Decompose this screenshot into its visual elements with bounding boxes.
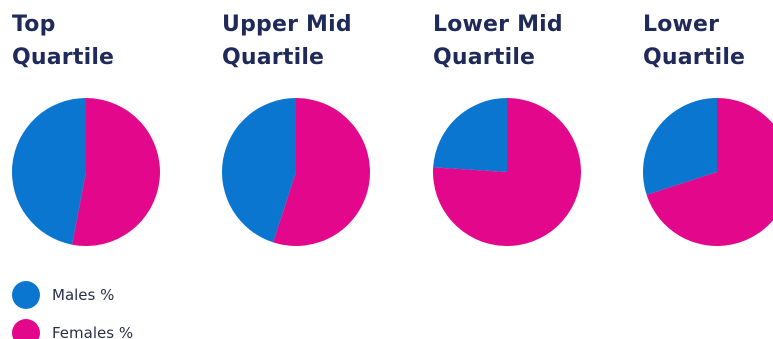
- pie-chart-lower-mid-quartile: [433, 98, 582, 246]
- pie-slice-males: [643, 98, 717, 195]
- chart-legend: Males % Females %: [12, 276, 133, 339]
- chart-lower-mid-quartile: Lower Mid Quartile: [433, 0, 623, 260]
- chart-title-line-2: Quartile: [433, 45, 536, 70]
- chart-top-quartile: Top Quartile: [11, 0, 202, 260]
- pie-slice-males: [433, 98, 507, 172]
- chart-title-line-2: Quartile: [222, 45, 325, 70]
- chart-title: Lower Quartile: [643, 8, 745, 74]
- legend-label-females: Females %: [52, 324, 134, 339]
- chart-title: Lower Mid Quartile: [433, 8, 563, 74]
- chart-title-line-1: Lower: [643, 12, 720, 37]
- pie-slice-females: [72, 98, 160, 247]
- pie-slice-males: [221, 98, 296, 243]
- pie-chart-upper-mid-quartile: [221, 98, 370, 246]
- chart-title: Upper Mid Quartile: [222, 8, 352, 74]
- pie-chart-top-quartile: [11, 98, 160, 247]
- chart-title-line-1: Upper Mid: [222, 12, 352, 37]
- pie-slice-females: [433, 98, 582, 246]
- legend-label-males: Males %: [52, 286, 115, 304]
- chart-title-line-1: Lower Mid: [433, 12, 563, 37]
- legend-swatch-males: [12, 281, 40, 309]
- legend-item-males: Males %: [12, 276, 133, 314]
- pie-slice-females: [273, 98, 370, 246]
- legend-swatch-females: [12, 319, 40, 339]
- chart-lower-quartile: Lower Quartile: [643, 0, 773, 260]
- legend-item-females: Females %: [12, 314, 133, 339]
- pie-slice-males: [11, 98, 86, 245]
- chart-title: Top Quartile: [12, 8, 114, 74]
- chart-title-line-2: Quartile: [12, 45, 115, 70]
- pie-chart-lower-quartile: [643, 98, 773, 246]
- chart-title-line-2: Quartile: [643, 45, 746, 70]
- pie-slice-females: [646, 98, 773, 246]
- chart-upper-mid-quartile: Upper Mid Quartile: [221, 0, 412, 260]
- chart-title-line-1: Top: [12, 12, 56, 37]
